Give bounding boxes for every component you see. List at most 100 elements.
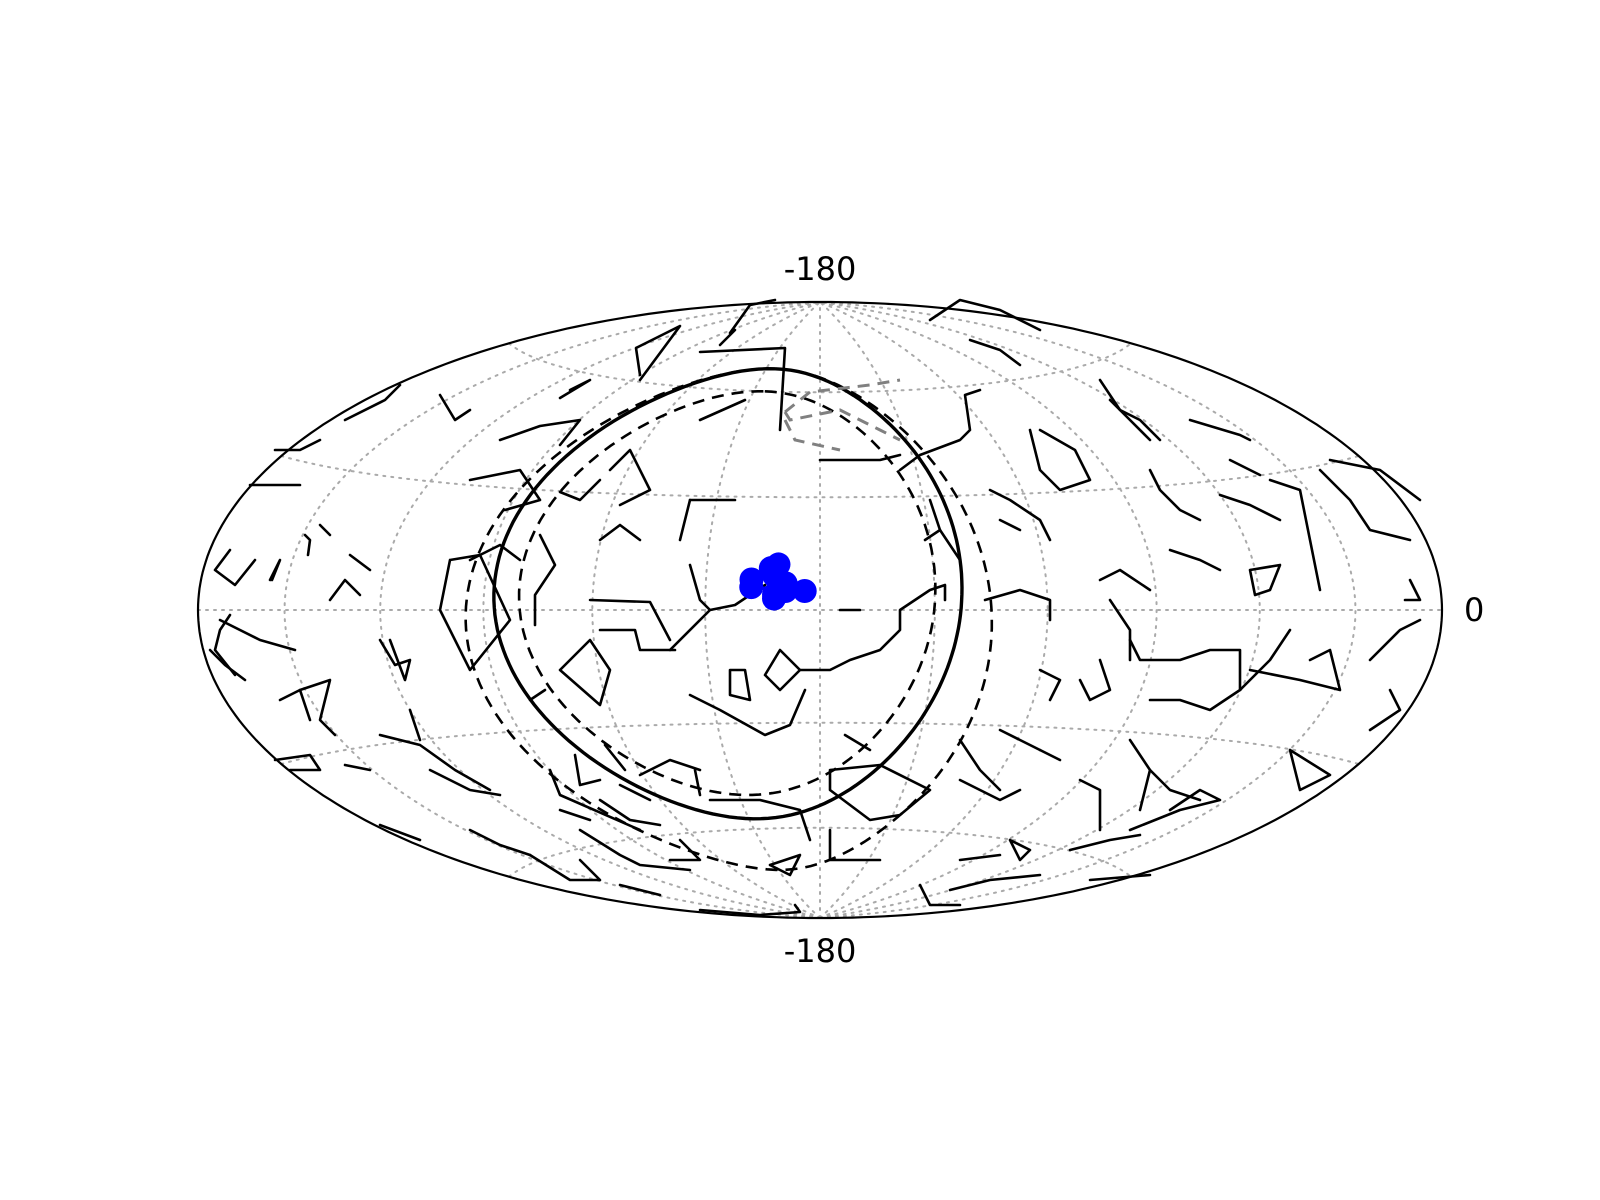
constellation-segment (438, 393, 472, 422)
dashed-boundary-curve (464, 367, 994, 872)
constellation-lines (208, 298, 1422, 917)
constellation-segment (1318, 468, 1412, 542)
highlight-star (739, 567, 764, 592)
constellation-segment (1098, 378, 1162, 442)
dashed-boundary-curve (517, 390, 937, 797)
constellation-segment (1108, 598, 1132, 662)
highlight-star (758, 556, 783, 581)
constellation-segment (558, 808, 592, 822)
constellation-segment (1238, 628, 1292, 692)
constellation-segment (273, 438, 322, 452)
constellation-segment (1218, 493, 1282, 522)
secondary-dashed-figure (783, 378, 901, 452)
right-axis-label: 0 (1464, 591, 1484, 629)
constellation-segment (1088, 873, 1152, 882)
constellation-segment (708, 798, 812, 842)
constellation-segment (958, 853, 1002, 862)
constellation-segment (688, 688, 807, 737)
constellation-segment (958, 738, 1002, 792)
meridian-line (704, 301, 821, 919)
constellation-segment (213, 548, 257, 587)
boundary-curves (464, 366, 994, 872)
highlight-star (762, 586, 787, 611)
parallel-line (508, 826, 1132, 878)
constellation-segment (768, 853, 802, 877)
constellation-segment (598, 798, 662, 827)
constellation-segment (1168, 548, 1222, 572)
constellation-segment (958, 778, 1022, 802)
constellation-segment (343, 383, 402, 422)
constellation-segment (1368, 618, 1422, 662)
constellation-segment (928, 298, 1042, 332)
constellation-segment (698, 398, 747, 422)
constellation-segment (378, 823, 422, 842)
constellation-segment (528, 853, 602, 882)
meridian-line (379, 301, 821, 919)
meridian-line (819, 301, 1261, 919)
meridian-line (819, 301, 1049, 919)
constellation-segment (578, 828, 692, 872)
constellation-segment (303, 533, 312, 557)
constellation-segment (558, 378, 592, 400)
constellation-segment (1328, 458, 1422, 502)
constellation-segment (634, 324, 682, 382)
constellation-segment (678, 498, 692, 542)
constellation-segment (693, 768, 702, 797)
constellation-segment (603, 743, 627, 772)
constellation-segment (273, 753, 322, 772)
constellation-segment (1228, 458, 1262, 477)
constellation-segment (948, 873, 1042, 892)
constellation-segment (528, 688, 547, 702)
constellation-segment (348, 553, 372, 572)
constellation-segment (983, 588, 1052, 622)
highlighted-constellation (739, 552, 817, 611)
constellation-segment (923, 528, 942, 542)
constellation-segment (718, 328, 737, 347)
constellation-segment (468, 828, 532, 857)
constellation-segment (1268, 478, 1322, 592)
constellation-segment (1148, 468, 1202, 522)
highlight-star (792, 578, 817, 603)
constellation-segment (728, 668, 752, 702)
constellation-segment (1368, 688, 1402, 732)
constellation-segment (1038, 748, 1062, 762)
constellation-segment (1248, 648, 1342, 692)
constellation-segment (1403, 578, 1422, 602)
constellation-segment (598, 523, 642, 542)
constellation-segment (1078, 658, 1112, 702)
constellation-segment (1038, 668, 1062, 702)
top-axis-label: -180 (784, 250, 857, 288)
constellation-segment (818, 453, 902, 462)
constellation-segment (668, 838, 702, 862)
constellation-segment (598, 628, 677, 652)
dashed-segment (783, 419, 841, 452)
constellation-segment (688, 563, 712, 612)
meridian-line (591, 301, 821, 919)
constellation-segment (608, 448, 652, 507)
constellation-segment (843, 733, 872, 752)
constellation-segment (1188, 418, 1252, 442)
constellation-segment (798, 583, 947, 672)
constellation-segment (408, 708, 422, 742)
constellation-segment (533, 533, 557, 627)
constellation-segment (1068, 833, 1142, 852)
constellation-segment (328, 578, 362, 602)
dashed-segment (784, 378, 901, 414)
constellation-segment (558, 478, 602, 502)
constellation-segment (548, 768, 642, 832)
constellation-segment (268, 558, 282, 582)
constellation-segment (378, 638, 412, 682)
constellation-segment (1078, 778, 1102, 832)
constellation-segment (1288, 748, 1332, 792)
constellation-segment (618, 783, 652, 802)
constellation-segment (1128, 788, 1222, 832)
constellation-segment (438, 553, 512, 672)
bottom-axis-label: -180 (784, 932, 857, 970)
constellation-segment (918, 883, 962, 907)
constellation-segment (378, 733, 492, 792)
constellation-segment (1008, 838, 1032, 862)
meridian-line (482, 301, 821, 919)
constellation-segment (638, 758, 702, 777)
constellation-segment (318, 523, 332, 537)
constellation-segment (618, 883, 662, 897)
